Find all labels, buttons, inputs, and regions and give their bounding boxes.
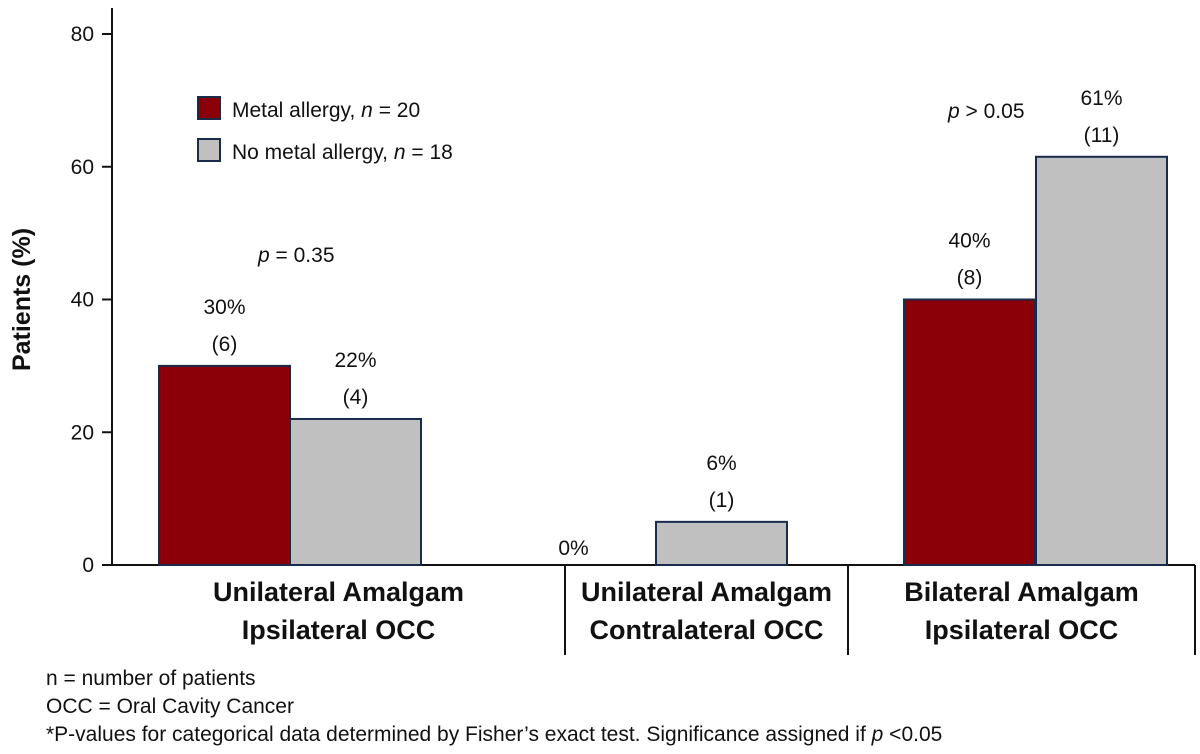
y-tick-label: 40 [71, 289, 94, 312]
p-value-annotation-part-0: p [947, 100, 960, 123]
bar-metal-allergy [158, 364, 291, 566]
y-tick-label: 80 [71, 23, 94, 46]
category-label-line2: Ipsilateral OCC [925, 615, 1119, 645]
category-label-line2: Contralateral OCC [589, 615, 823, 645]
y-tick-label: 0 [82, 554, 94, 577]
bar-metal-allergy [903, 298, 1036, 566]
legend-label-part-0: No metal allergy, [232, 141, 394, 164]
legend-label-part-2: = 18 [406, 141, 453, 164]
bar-no-metal-allergy [289, 417, 422, 566]
bar-count-label: (4) [343, 386, 369, 409]
footnote-p-values: *P-values for categorical data determine… [46, 723, 943, 746]
legend-label-part-2: = 20 [373, 99, 420, 122]
legend-label: No metal allergy, n = 18 [232, 141, 453, 164]
bar-count-label: (8) [957, 267, 983, 290]
legend-swatch [197, 138, 221, 162]
legend-label-part-0: Metal allergy, [232, 99, 361, 122]
y-axis-title: Patients (%) [8, 228, 36, 371]
y-tick-label: 20 [71, 421, 94, 444]
bar-value-label: 22% [334, 349, 376, 372]
p-value-annotation: p > 0.05 [947, 100, 1025, 123]
category-label-line1: Bilateral Amalgam [904, 577, 1139, 607]
p-value-annotation-part-1: = 0.35 [270, 244, 335, 267]
category-label-line1: Unilateral Amalgam [213, 577, 464, 607]
legend-label: Metal allergy, n = 20 [232, 99, 420, 122]
legend-label-part-1: n [394, 141, 406, 164]
bar-value-label: 30% [203, 296, 245, 319]
bar-value-label: 40% [948, 230, 990, 253]
bar-value-label: 0% [558, 537, 588, 560]
category-label-line1: Unilateral Amalgam [581, 577, 832, 607]
legend-swatch [197, 96, 221, 120]
bar-no-metal-allergy [1035, 155, 1168, 566]
footnote-n-definition: n = number of patients [46, 667, 256, 690]
bar-count-label: (6) [212, 333, 238, 356]
y-tick-label: 60 [71, 156, 94, 179]
bar-count-label: (1) [709, 489, 735, 512]
bar-value-label: 6% [706, 452, 736, 475]
footnote-occ-definition: OCC = Oral Cavity Cancer [46, 695, 294, 718]
bar-value-label: 61% [1080, 87, 1122, 110]
bar-count-label: (11) [1084, 124, 1120, 147]
bar-no-metal-allergy [655, 520, 788, 567]
p-value-annotation-part-0: p [257, 244, 270, 267]
p-value-annotation-part-1: > 0.05 [960, 100, 1025, 123]
p-value-annotation: p = 0.35 [257, 244, 335, 267]
category-label-line2: Ipsilateral OCC [242, 615, 436, 645]
legend-label-part-1: n [361, 99, 373, 122]
